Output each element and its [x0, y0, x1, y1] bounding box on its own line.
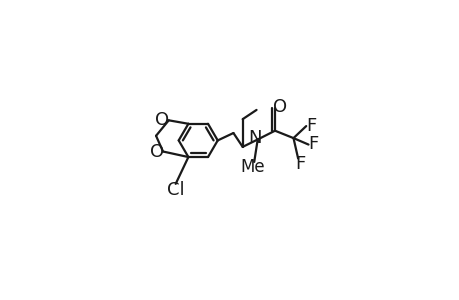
Text: F: F: [306, 117, 316, 135]
Text: F: F: [295, 154, 305, 172]
Text: F: F: [308, 135, 318, 153]
Text: N: N: [248, 129, 261, 147]
Text: O: O: [273, 98, 286, 116]
Text: O: O: [149, 143, 163, 161]
Text: Cl: Cl: [167, 181, 184, 199]
Text: Me: Me: [240, 158, 265, 176]
Text: O: O: [155, 111, 169, 129]
